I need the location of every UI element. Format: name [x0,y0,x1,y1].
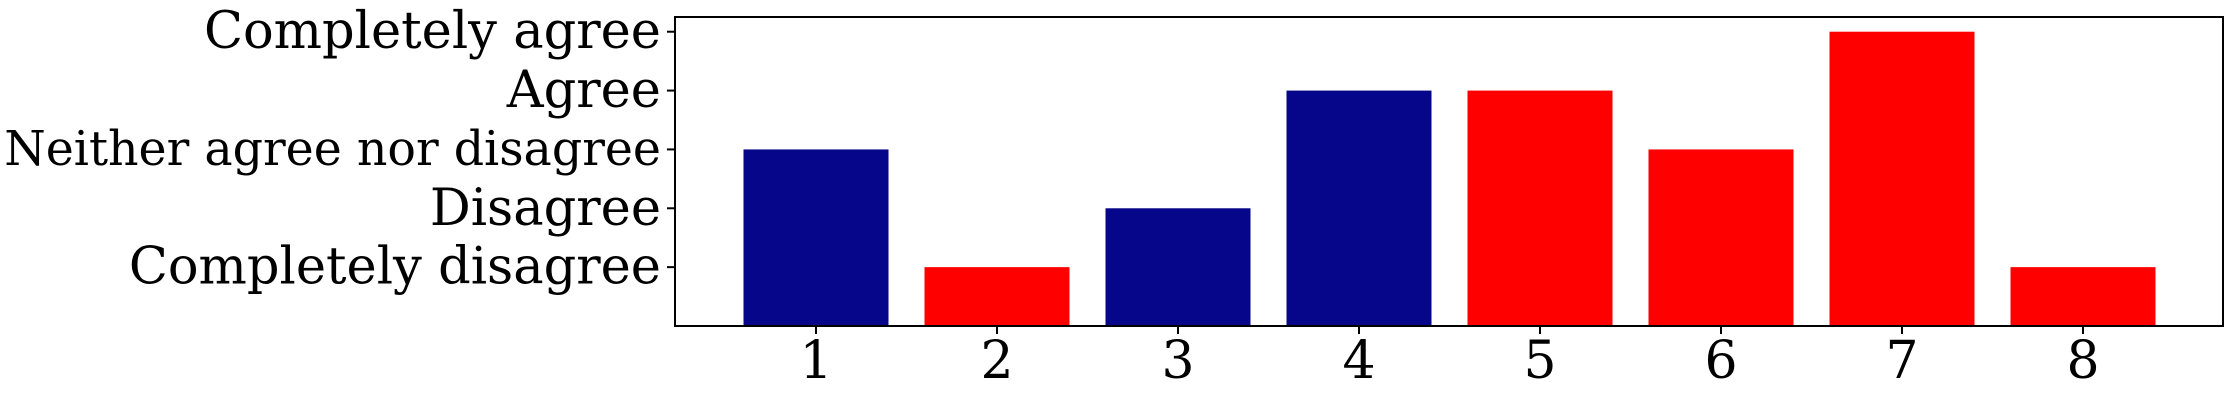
x-tick-label: 7 [1885,331,1918,391]
x-tick-label: 4 [1342,331,1375,391]
y-tick-label: Disagree [430,179,661,238]
bar-7 [1829,31,1975,326]
y-tick-label: Completely disagree [129,238,661,297]
x-tick-label: 1 [799,331,832,391]
x-tick-label: 8 [2066,331,2099,391]
bar-8 [2010,267,2156,326]
bar-1 [743,149,889,326]
bar-6 [1648,149,1794,326]
x-tick-label: 3 [1161,331,1194,391]
y-tick-label: Agree [506,61,661,120]
x-tick-label: 5 [1523,331,1556,391]
bar-3 [1105,208,1251,326]
x-axis: 1 2 3 4 5 6 7 8 [799,326,2100,391]
bar-4 [1286,90,1432,326]
bars-layer [743,31,2156,326]
plot-area-frame [674,16,2224,327]
bar-2 [924,267,1070,326]
y-tick-label: Neither agree nor disagree [4,122,661,177]
x-tick-label: 6 [1704,331,1737,391]
y-tick-label: Completely agree [204,2,661,61]
bar-5 [1467,90,1613,326]
x-tick-label: 2 [980,331,1013,391]
